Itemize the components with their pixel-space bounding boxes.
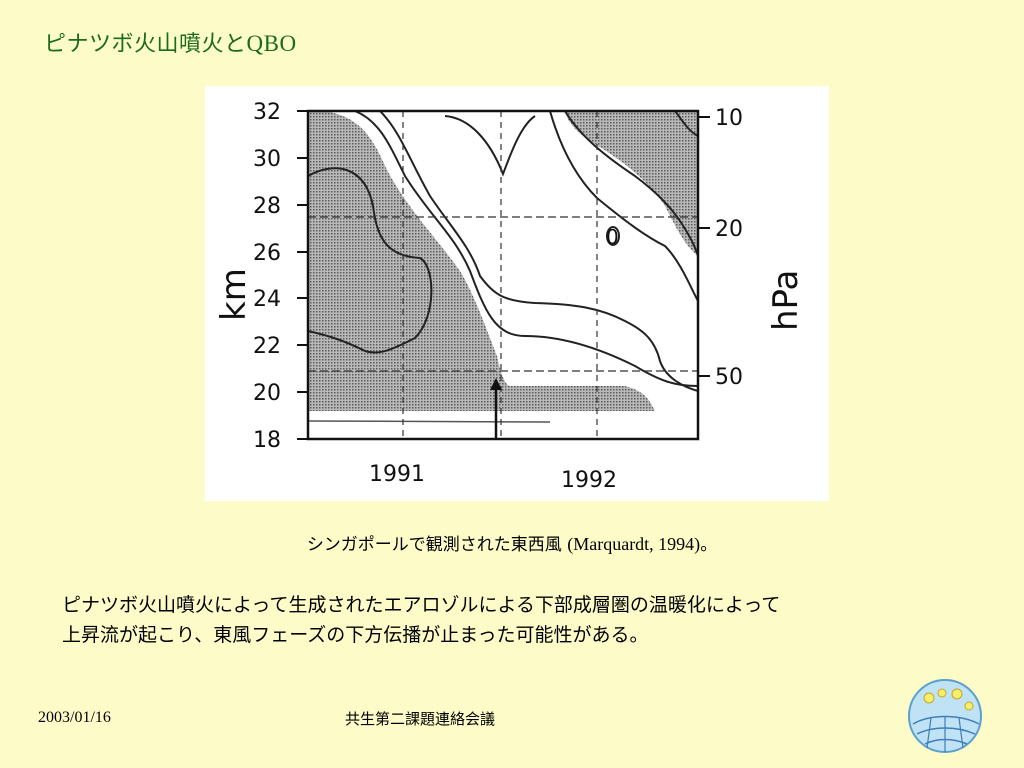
y-left-label: km	[214, 268, 254, 321]
right-axis: 10 20 50	[698, 106, 743, 390]
y-right-label: hPa	[766, 270, 806, 331]
contour-line-3	[379, 111, 698, 392]
contour-line-7	[674, 111, 698, 137]
slide-title-latin: QBO	[246, 31, 297, 56]
y-right-tick-50: 50	[715, 365, 743, 390]
y-right-tick-10: 10	[715, 106, 743, 131]
body-text: ピナツボ火山噴火によって生成されたエアロゾルによる下部成層圏の温暖化によって 上…	[62, 590, 992, 650]
eruption-arrow	[490, 378, 502, 438]
y-left-tick-26: 26	[253, 241, 281, 266]
contour-line-5	[549, 111, 698, 302]
y-left-tick-22: 22	[253, 334, 281, 359]
y-left-tick-20: 20	[253, 381, 281, 406]
caption-jp: シンガポールで観測された東西風	[306, 535, 562, 555]
plot-frame	[306, 109, 700, 441]
qbo-contour-figure: 32 30 28 26 24 22 20 18 km 10 20 50 hPa	[205, 86, 829, 501]
y-left-tick-32: 32	[253, 100, 281, 125]
x-tick-1992: 1992	[561, 468, 617, 493]
contour-line-2	[354, 111, 698, 387]
left-axis: 32 30 28 26 24 22 20 18	[253, 100, 308, 453]
slide-title: ピナツボ火山噴火とQBO	[44, 26, 297, 58]
shaded-region-east	[565, 111, 698, 256]
footer-date: 2003/01/16	[38, 709, 111, 726]
contour-line-4	[444, 115, 536, 177]
slide-title-jp: ピナツボ火山噴火と	[44, 32, 247, 57]
y-left-tick-30: 30	[253, 147, 281, 172]
contour-chart-svg: 32 30 28 26 24 22 20 18 km 10 20 50 hPa	[214, 100, 806, 493]
contour-zero-label: 0	[606, 225, 619, 249]
shaded-region-west	[308, 111, 655, 411]
body-line-1: ピナツボ火山噴火によって生成されたエアロゾルによる下部成層圏の温暖化によって	[62, 594, 781, 616]
x-tick-1991: 1991	[369, 462, 425, 487]
contour-line-6	[564, 111, 698, 257]
caption-end: 。	[700, 535, 718, 555]
y-left-tick-18: 18	[253, 428, 281, 453]
y-left-tick-28: 28	[253, 194, 281, 219]
x-axis: 1991 1992	[369, 462, 617, 493]
body-line-2: 上昇流が起こり、東風フェーズの下方伝播が止まった可能性がある。	[62, 624, 649, 646]
y-left-tick-24: 24	[253, 287, 281, 312]
contour-line-1	[308, 167, 433, 354]
footer-meeting: 共生第二課題連絡会議	[345, 710, 496, 728]
contour-zero-label-ring	[606, 226, 620, 246]
figure-caption: シンガポールで観測された東西風 (Marquardt, 1994)。	[0, 530, 1024, 555]
globe-logo-icon	[905, 676, 985, 756]
caption-reference: (Marquardt, 1994)	[567, 534, 701, 554]
y-right-tick-20: 20	[715, 217, 743, 242]
